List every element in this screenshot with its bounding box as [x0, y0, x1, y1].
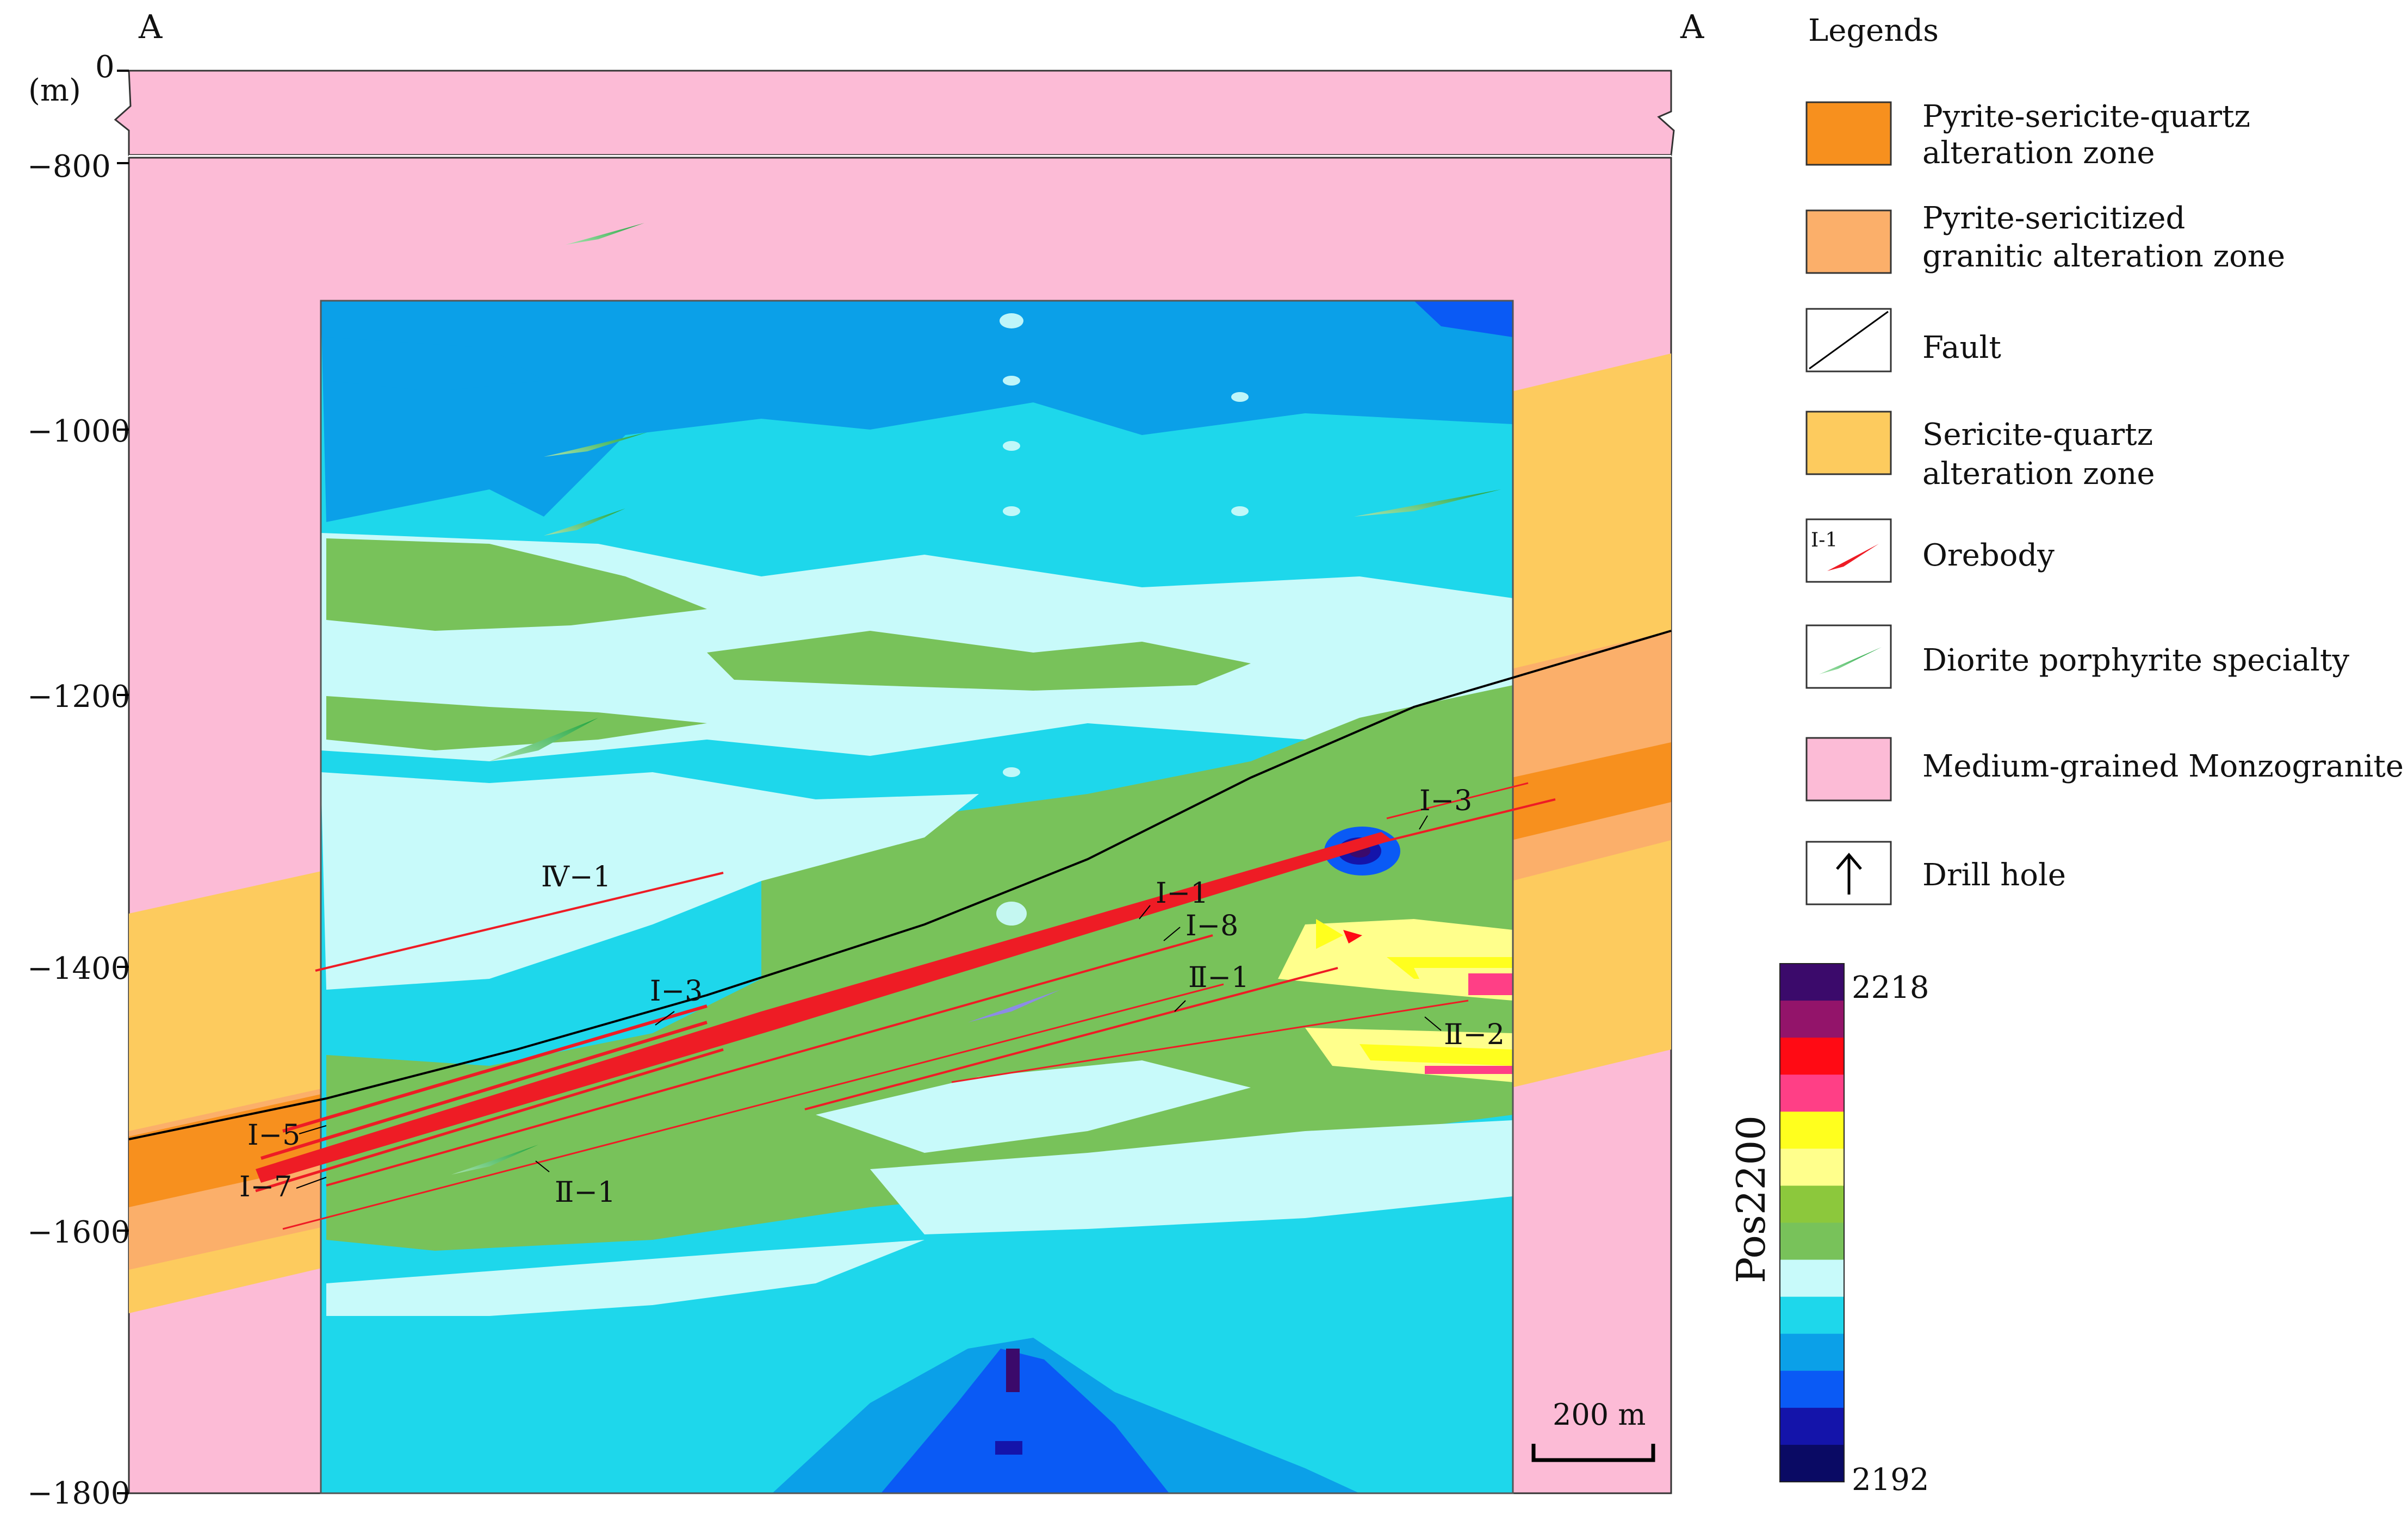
legend-item-label: Orebody — [1922, 538, 2055, 573]
label-I-3-left: Ⅰ−3 — [650, 975, 703, 1008]
pyrite-sericite-quartz-zone-left — [129, 1093, 326, 1207]
fault-line — [128, 630, 1672, 1140]
orebody-I-1 — [256, 832, 1392, 1183]
depth-ticks — [117, 70, 129, 1494]
colorbar-cell — [1780, 1296, 1844, 1334]
legend-item-label: Pyrite-sericitized — [1922, 201, 2185, 236]
diorite-dyke — [489, 718, 598, 761]
colorbar-cell — [1780, 1185, 1844, 1223]
legend-swatch-pyrite-sericitized — [1805, 209, 1892, 274]
diorite-dyke — [451, 1145, 538, 1175]
orebody-II-1-lower — [282, 983, 1224, 1230]
legend-item-label: Sericite-quartz — [1922, 417, 2153, 452]
orebody-I-7 — [255, 1048, 724, 1193]
legend: Legends Pyrite-sericite-quartz alteratio… — [1805, 13, 2404, 905]
label-leader-lines — [296, 815, 1442, 1189]
top-monzogranite-band — [114, 70, 1675, 156]
colorbar-cell — [1780, 1333, 1844, 1371]
tick-label-1600: −1600 — [27, 1215, 130, 1250]
orebody-II-1-upper — [804, 967, 1338, 1110]
diorite-dyke — [544, 508, 625, 536]
label-II-2: Ⅱ−2 — [1444, 1019, 1505, 1051]
legend-item-label: Drill hole — [1922, 858, 2066, 893]
legend-swatch-sericite-quartz — [1805, 411, 1892, 475]
diorite-dyke — [1354, 489, 1501, 517]
label-IV-1: Ⅳ−1 — [541, 861, 611, 893]
diorite-dyke — [566, 223, 644, 245]
colorbar-cell — [1780, 1148, 1844, 1186]
legend-swatch-monzogranite — [1805, 737, 1892, 802]
pos2200-contour-panel — [321, 301, 1513, 1493]
diorite-icon — [1819, 647, 1882, 674]
contour-panel-border — [320, 300, 1514, 1494]
legend-item-label: granitic alteration zone — [1922, 239, 2285, 274]
orebody-right-extension — [1386, 782, 1529, 819]
colorbar-title: Pos2200 — [1728, 1115, 1774, 1283]
orebodies — [255, 782, 1556, 1230]
colorbar-cell — [1780, 1407, 1844, 1445]
alteration-bands — [129, 353, 1671, 1313]
colorbar-cell — [1780, 1259, 1844, 1297]
orebody-II-2 — [951, 999, 1469, 1083]
orebody-IV-1 — [315, 872, 724, 972]
legend-item-label: Diorite porphyrite specialty — [1922, 643, 2349, 678]
legend-orebody-swatch-label: I-1 — [1811, 529, 1838, 551]
section-corner-left: A — [138, 8, 163, 46]
tick-label-800: −800 — [27, 149, 111, 184]
legend-item-label: Medium-grained Monzogranite — [1922, 749, 2404, 784]
tick-label-1800: −1800 — [27, 1476, 130, 1511]
depth-axis: A A (m) 0 −800 −1000 −1200 −1400 −1600 −… — [27, 8, 1704, 1511]
scale-bar-label: 200 m — [1553, 1398, 1646, 1432]
orebody-labels: Ⅳ−1 Ⅰ−3 Ⅰ−3 Ⅰ−1 Ⅰ−8 Ⅱ−1 Ⅱ−2 Ⅰ−5 Ⅰ−7 Ⅱ−1 — [239, 785, 1505, 1209]
orebody-I-8 — [326, 934, 1213, 1187]
colorbar: 2218 2192 Pos2200 — [1728, 963, 1929, 1498]
depth-unit: (m) — [28, 73, 81, 108]
legend-item-label: Pyrite-sericite-quartz — [1922, 99, 2250, 134]
tick-label-1200: −1200 — [27, 679, 130, 715]
tick-label-0: 0 — [95, 49, 115, 85]
colorbar-cell — [1780, 1444, 1844, 1482]
legend-item-label: Fault — [1922, 330, 2001, 365]
orebody-I-3-right — [1223, 798, 1556, 882]
colorbar-cell — [1780, 1075, 1844, 1112]
pyrite-sericite-quartz-zone-right — [1512, 742, 1671, 840]
scale-bar: 200 m — [1531, 1398, 1655, 1462]
colorbar-cell — [1780, 1370, 1844, 1408]
label-I-3-right: Ⅰ−3 — [1419, 785, 1472, 817]
diorite-porphyrite-dykes — [451, 223, 1501, 1175]
label-I-5: Ⅰ−5 — [247, 1119, 300, 1152]
orebody-icon — [1827, 544, 1879, 571]
orebody-I-3-left — [282, 1004, 707, 1133]
drill-hole-arrow-icon — [1836, 853, 1862, 895]
diorite-dyke — [544, 432, 647, 457]
legend-swatch-orebody — [1805, 518, 1892, 583]
tick-label-1000: −1000 — [27, 414, 130, 449]
colorbar-cell — [1780, 1001, 1844, 1038]
colorbar-cells — [1780, 964, 1844, 1482]
colorbar-cell — [1780, 964, 1844, 1001]
legend-item-label: alteration zone — [1922, 456, 2155, 492]
label-II-1-upper: Ⅱ−1 — [1188, 961, 1249, 994]
colorbar-cell — [1780, 1222, 1844, 1261]
section-corner-right: A — [1680, 8, 1704, 46]
fault-line-icon — [1809, 311, 1889, 370]
orebody-I-5 — [260, 1021, 707, 1160]
legend-title: Legends — [1808, 13, 1939, 48]
label-I-7: Ⅰ−7 — [239, 1171, 292, 1203]
colorbar-min-label: 2192 — [1852, 1462, 1929, 1498]
legend-swatch-pyrite-sericite-quartz — [1805, 101, 1892, 166]
colorbar-frame — [1779, 963, 1845, 1482]
colorbar-cell — [1780, 1038, 1844, 1075]
diorite-dyke — [968, 990, 1060, 1022]
label-I-1: Ⅰ−1 — [1156, 877, 1208, 910]
legend-swatch-diorite — [1805, 624, 1892, 689]
legend-item-label: alteration zone — [1922, 135, 2155, 171]
tick-label-1400: −1400 — [27, 951, 130, 986]
label-I-8: Ⅰ−8 — [1186, 910, 1238, 942]
colorbar-cell — [1780, 1112, 1844, 1149]
label-II-1-lower: Ⅱ−1 — [555, 1176, 616, 1209]
colorbar-max-label: 2218 — [1852, 970, 1929, 1005]
section-frame — [114, 70, 1675, 1494]
